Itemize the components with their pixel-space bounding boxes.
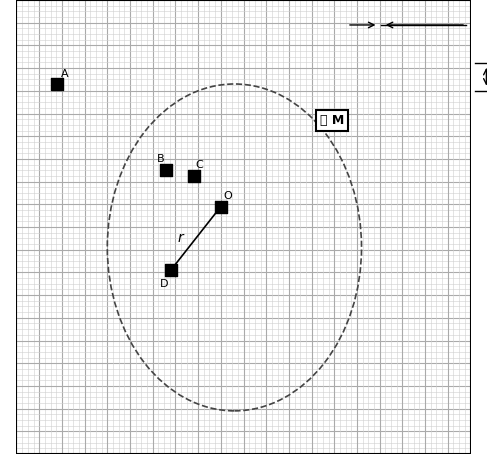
- Point: [217, 203, 225, 210]
- Text: A: A: [61, 69, 69, 79]
- Text: B: B: [156, 154, 164, 164]
- Text: D: D: [160, 279, 169, 289]
- Text: r: r: [177, 232, 183, 245]
- Text: C: C: [196, 160, 204, 170]
- Text: O: O: [223, 191, 232, 201]
- Text: 圆 M: 圆 M: [320, 114, 344, 127]
- Point: [189, 173, 197, 180]
- Point: [167, 266, 175, 274]
- Point: [163, 167, 170, 174]
- Point: [54, 80, 61, 88]
